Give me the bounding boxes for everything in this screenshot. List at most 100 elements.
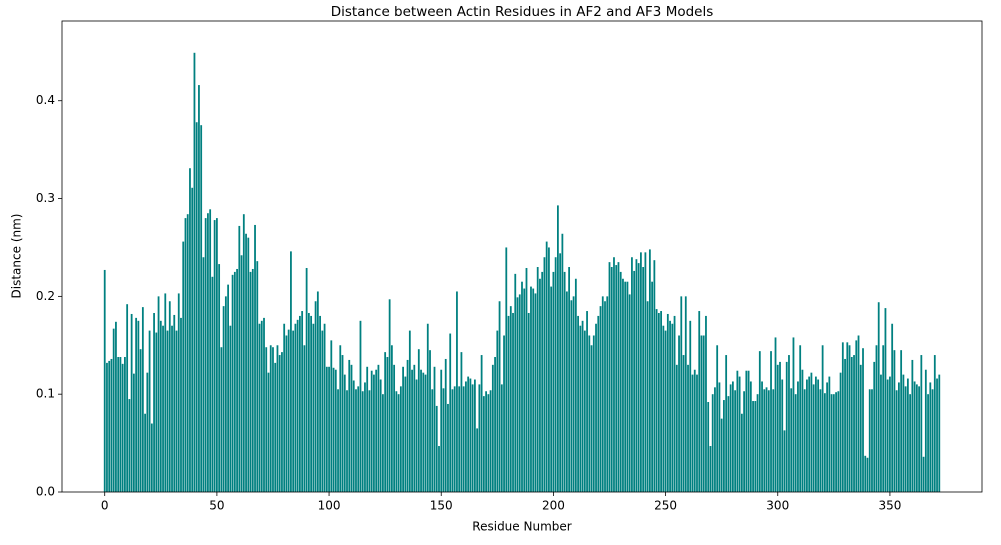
bar	[565, 291, 568, 492]
bar	[177, 293, 180, 492]
bar	[263, 317, 265, 492]
bar	[404, 376, 407, 492]
bar	[431, 389, 434, 492]
bar	[646, 301, 649, 492]
bar	[339, 345, 342, 492]
bar	[808, 376, 811, 492]
bar	[814, 376, 817, 492]
bar	[224, 296, 227, 492]
bar	[397, 394, 400, 492]
bar	[509, 306, 512, 492]
bar	[294, 323, 297, 492]
bar	[124, 357, 126, 492]
bar	[276, 345, 279, 492]
bar	[884, 308, 887, 492]
bar	[817, 379, 820, 492]
bar	[705, 315, 707, 492]
bar	[440, 369, 443, 492]
bar	[637, 263, 640, 492]
bar	[198, 85, 200, 492]
bar	[476, 428, 479, 492]
bar	[200, 125, 203, 493]
bar	[148, 330, 151, 492]
bar	[310, 315, 313, 492]
bar	[687, 364, 689, 492]
bar	[678, 335, 680, 492]
bar	[767, 390, 770, 492]
bar	[341, 355, 344, 492]
bar	[559, 253, 562, 492]
bar	[231, 274, 234, 492]
bar	[660, 311, 662, 492]
bar	[819, 389, 822, 492]
bar	[117, 357, 120, 492]
bar	[635, 259, 638, 492]
bar	[657, 312, 660, 492]
bar	[469, 378, 472, 492]
bar	[402, 366, 404, 492]
bar	[346, 390, 348, 492]
bar	[285, 335, 288, 492]
y-tick-label: 0.0	[36, 485, 55, 499]
bar	[249, 271, 252, 492]
bar	[395, 391, 398, 492]
bar	[173, 314, 176, 492]
bar	[586, 311, 588, 492]
bar	[482, 396, 485, 492]
bar	[465, 381, 467, 492]
bar	[696, 374, 698, 492]
bar	[523, 288, 526, 492]
bar	[648, 249, 651, 492]
bar	[343, 374, 346, 492]
bar	[171, 325, 173, 492]
bar	[467, 376, 470, 492]
bar	[875, 345, 878, 492]
bar	[269, 345, 272, 492]
bar	[283, 323, 286, 492]
bar	[583, 330, 586, 492]
bar	[792, 337, 795, 492]
bar	[882, 345, 885, 492]
bar	[332, 367, 335, 492]
bar	[388, 299, 391, 492]
bar	[779, 361, 781, 492]
bar	[669, 320, 671, 492]
bar	[357, 386, 360, 492]
bar	[180, 317, 182, 492]
bar	[803, 389, 806, 492]
bar	[684, 296, 687, 492]
bar	[424, 374, 427, 492]
bar	[393, 364, 396, 492]
bar	[119, 357, 122, 492]
bar	[633, 270, 636, 492]
bar	[880, 374, 882, 492]
bar	[316, 291, 319, 492]
bar	[527, 312, 530, 492]
bar	[853, 355, 855, 492]
bar	[810, 372, 813, 492]
bar	[390, 345, 393, 492]
bar	[922, 456, 925, 492]
bar	[406, 359, 409, 492]
bar	[902, 374, 905, 492]
bar	[886, 379, 889, 492]
bar	[146, 372, 149, 492]
bar	[350, 364, 353, 492]
bar	[579, 325, 582, 492]
bar	[314, 301, 317, 492]
bar	[453, 386, 456, 492]
bar	[711, 394, 714, 492]
bar	[626, 281, 629, 492]
bar	[108, 360, 111, 492]
bar	[290, 251, 292, 492]
bar	[368, 390, 371, 492]
bar	[543, 257, 546, 492]
bar	[449, 333, 452, 492]
bar	[545, 241, 548, 492]
bar	[613, 257, 615, 492]
bar	[610, 267, 613, 492]
bar	[604, 301, 606, 492]
bar	[503, 335, 505, 492]
bar	[505, 247, 508, 492]
x-axis-label: Residue Number	[472, 520, 571, 534]
